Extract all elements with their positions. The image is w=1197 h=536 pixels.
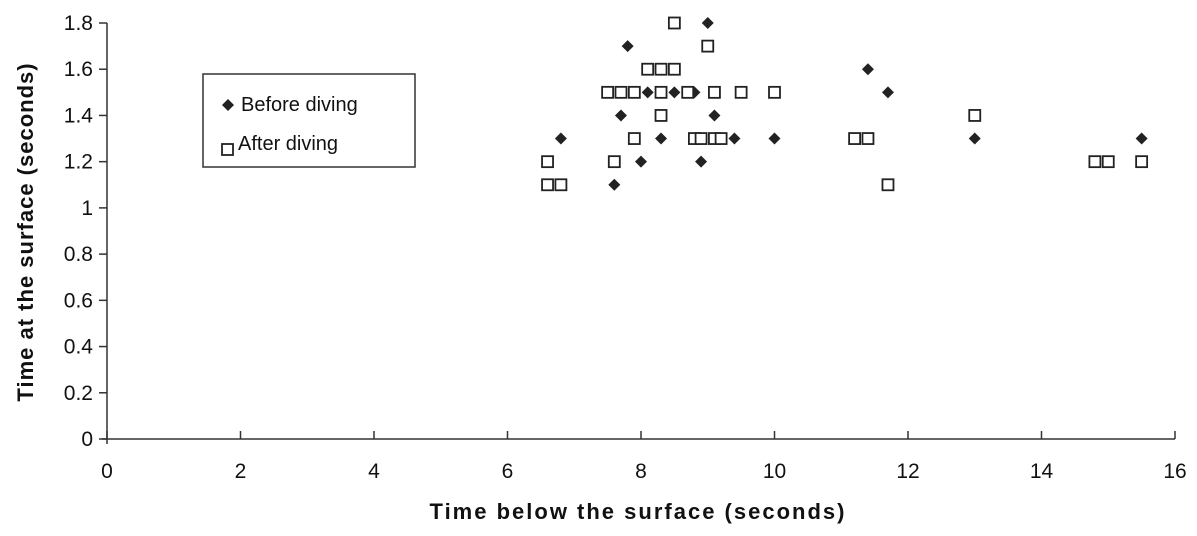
data-point-before-diving xyxy=(695,155,708,168)
data-point-after-diving xyxy=(654,62,668,76)
data-point-after-diving xyxy=(1088,155,1102,169)
y-tick-label: 0.6 xyxy=(64,289,93,312)
data-point-after-diving xyxy=(1101,155,1115,169)
legend-box xyxy=(202,73,416,168)
y-tick-label: 1.4 xyxy=(64,104,94,127)
y-axis-title: Time at the surface (seconds) xyxy=(13,62,38,401)
y-tick-label: 1.2 xyxy=(64,151,93,174)
data-point-after-diving xyxy=(701,39,715,53)
x-tick-label: 16 xyxy=(1163,460,1186,483)
data-point-after-diving xyxy=(968,109,982,122)
y-tick-label: 0.4 xyxy=(64,336,94,359)
data-point-before-diving xyxy=(655,132,668,145)
data-point-before-diving xyxy=(614,109,627,122)
x-tick-label: 10 xyxy=(763,460,786,483)
x-tick-label: 2 xyxy=(235,460,247,483)
points-layer xyxy=(541,16,1149,192)
data-point-before-diving xyxy=(861,63,874,76)
legend-label-before-diving: Before diving xyxy=(241,94,358,116)
data-point-after-diving xyxy=(654,85,668,99)
data-point-before-diving xyxy=(668,86,681,99)
y-tick-label: 0.8 xyxy=(64,243,93,266)
data-point-before-diving xyxy=(641,86,654,99)
data-point-before-diving xyxy=(635,155,647,168)
x-tick-label: 0 xyxy=(101,460,113,483)
y-tick-label: 1.6 xyxy=(64,58,93,81)
legend: Before diving After diving xyxy=(202,73,416,168)
data-point-after-diving xyxy=(881,178,895,192)
data-point-before-diving xyxy=(1135,132,1148,145)
data-point-after-diving xyxy=(607,155,621,169)
data-point-after-diving xyxy=(1135,155,1149,169)
data-point-before-diving xyxy=(708,109,721,122)
data-point-after-diving xyxy=(614,85,628,99)
data-point-after-diving xyxy=(627,132,641,145)
x-tick-label: 14 xyxy=(1030,460,1054,483)
legend-marker-before-diving xyxy=(222,99,234,111)
data-point-before-diving xyxy=(768,132,781,145)
data-point-before-diving xyxy=(621,40,634,53)
data-point-after-diving xyxy=(734,85,748,99)
data-point-before-diving xyxy=(728,132,741,145)
data-point-before-diving xyxy=(701,17,714,29)
x-axis-title: Time below the surface (seconds) xyxy=(430,499,847,524)
y-tick-label: 1.8 xyxy=(64,12,93,35)
data-point-after-diving xyxy=(694,132,708,145)
data-point-after-diving xyxy=(601,85,615,99)
data-point-after-diving xyxy=(768,85,781,99)
data-point-after-diving xyxy=(654,109,668,122)
data-point-after-diving xyxy=(681,85,695,99)
data-point-before-diving xyxy=(968,132,981,145)
y-tick-label: 0.2 xyxy=(64,382,93,405)
data-point-after-diving xyxy=(541,178,554,192)
legend-marker-after-diving xyxy=(221,143,234,156)
axes-layer: 0 0.2 0.4 0.6 0.8 1 1.2 1.4 1.6 1.8 0 2 4 6 8 10 12 14 16 xyxy=(64,12,1187,483)
data-point-after-diving xyxy=(848,132,861,145)
data-point-after-diving xyxy=(708,85,721,99)
data-point-after-diving xyxy=(861,132,875,145)
data-point-after-diving xyxy=(667,62,681,76)
data-point-after-diving xyxy=(667,16,681,30)
data-point-after-diving xyxy=(541,155,554,169)
x-tick-label: 6 xyxy=(502,460,514,483)
data-point-before-diving xyxy=(608,178,621,191)
y-tick-label: 0 xyxy=(81,428,93,451)
x-tick-label: 4 xyxy=(368,460,380,483)
x-tick-label: 12 xyxy=(896,460,919,483)
y-tick-label: 1 xyxy=(81,197,93,220)
data-point-before-diving xyxy=(554,132,567,145)
x-tick-label: 8 xyxy=(635,460,647,483)
data-point-after-diving xyxy=(641,62,655,76)
data-point-after-diving xyxy=(714,132,728,145)
legend-label-after-diving: After diving xyxy=(238,133,338,155)
data-point-after-diving xyxy=(554,178,568,192)
data-point-before-diving xyxy=(881,86,894,99)
data-point-after-diving xyxy=(627,85,641,99)
